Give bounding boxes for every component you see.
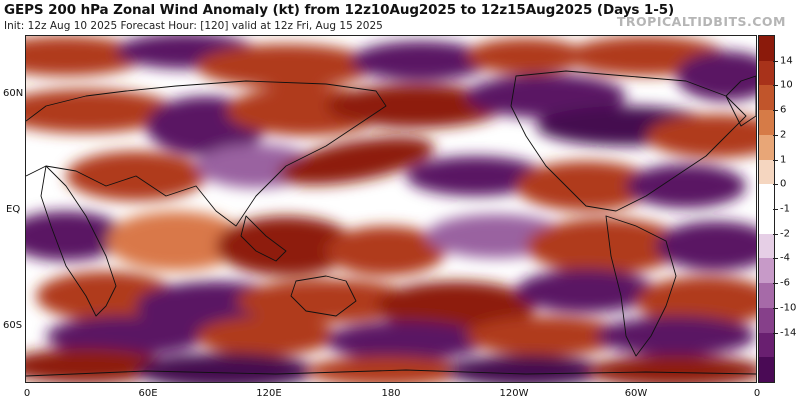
colorbar-segment (759, 307, 774, 334)
lon-label-120w: 120W (499, 388, 529, 399)
anomaly-region (306, 356, 466, 382)
coastline (26, 369, 756, 377)
colorbar-tick (773, 85, 778, 87)
anomaly-region (676, 51, 756, 101)
anomaly-region (26, 36, 146, 76)
colorbar-tick (773, 332, 778, 334)
brand-watermark: TROPICALTIDBITS.COM (616, 14, 786, 29)
colorbar-label: 1 (780, 154, 787, 166)
anomaly-region (277, 136, 435, 186)
colorbar-segment (759, 85, 774, 111)
anomaly-region (516, 161, 656, 211)
lat-label-60n: 60N (3, 88, 24, 99)
anomaly-region (326, 226, 446, 276)
anomaly-region (466, 316, 626, 356)
colorbar-tick (773, 110, 778, 112)
colorbar-tick (773, 159, 778, 161)
lon-label-60w: 60W (624, 388, 648, 399)
colorbar-segment (759, 110, 774, 136)
anomaly-region (636, 276, 756, 326)
colorbar-label: 10 (780, 79, 793, 91)
colorbar-tick (773, 283, 778, 285)
anomaly-region (46, 316, 206, 356)
coastline (240, 215, 287, 262)
map-title: GEPS 200 hPa Zonal Wind Anomaly (kt) fro… (4, 2, 675, 18)
colorbar-segment (759, 233, 774, 259)
colorbar-segment (759, 184, 774, 210)
anomaly-region (526, 218, 686, 274)
colorbar-segment (759, 283, 774, 309)
anomaly-region (216, 216, 356, 276)
anomaly-region (351, 41, 491, 81)
colorbar-label: 2 (780, 129, 787, 141)
colorbar-segment (759, 357, 774, 383)
colorbar-tick (773, 134, 778, 136)
colorbar-segment (759, 209, 774, 235)
anomaly-field (26, 36, 756, 382)
colorbar-tick (773, 307, 778, 309)
anomaly-region (26, 348, 166, 382)
colorbar-segment (759, 258, 774, 284)
colorbar-tick (773, 258, 778, 260)
colorbar-segment (759, 36, 774, 62)
colorbar-label: -4 (780, 252, 790, 264)
colorbar-tick (773, 233, 778, 235)
anomaly-region (446, 355, 606, 382)
colorbar-label: -10 (780, 302, 797, 314)
anomaly-region (26, 89, 176, 133)
colorbar-label: 6 (780, 104, 787, 116)
coastline (725, 75, 756, 127)
anomaly-region (196, 316, 336, 356)
colorbar-segment (759, 332, 774, 358)
anomaly-region (626, 164, 746, 208)
anomaly-region (466, 74, 626, 118)
colorbar-tick (773, 209, 778, 210)
colorbar-label: 0 (780, 178, 787, 190)
anomaly-region (596, 316, 756, 356)
colorbar-tick (773, 60, 778, 62)
coastline (510, 70, 747, 212)
map-panel (25, 35, 757, 383)
colorbar-tick (773, 184, 778, 186)
anomaly-region (196, 44, 376, 88)
anomaly-region (646, 114, 756, 158)
colorbar-label: -1 (780, 203, 790, 215)
anomaly-region (516, 269, 656, 313)
lon-label-0: 0 (23, 388, 31, 399)
lat-label-eq: EQ (6, 204, 21, 215)
colorbar-segment (759, 134, 774, 161)
colorbar-segment (759, 159, 774, 185)
anomaly-region (236, 279, 416, 323)
anomaly-region (466, 38, 586, 74)
lon-label-180: 180 (381, 388, 401, 399)
anomaly-region (376, 281, 536, 331)
map-subtitle: Init: 12z Aug 10 2025 Forecast Hour: [12… (4, 20, 383, 32)
coastline (290, 275, 357, 317)
anomaly-region (656, 221, 756, 271)
lon-label-120e: 120E (256, 388, 282, 399)
coastline (26, 80, 387, 227)
colorbar-segment (759, 60, 774, 86)
coastline (605, 215, 677, 357)
colorbar-label: 14 (780, 55, 793, 67)
lon-label-0-end: 0 (753, 388, 761, 399)
anomaly-region (326, 84, 506, 128)
anomaly-region (106, 211, 246, 271)
colorbar-label: -14 (780, 327, 797, 339)
lon-label-60e: 60E (138, 388, 158, 399)
colorbar-label: -6 (780, 277, 790, 289)
anomaly-region (26, 211, 126, 261)
colorbar-label: -2 (780, 228, 790, 240)
coastline (40, 165, 117, 317)
anomaly-region (136, 353, 316, 382)
lat-label-60s: 60S (3, 320, 23, 331)
anomaly-region (406, 156, 546, 196)
anomaly-region (326, 321, 486, 361)
anomaly-region (586, 355, 756, 382)
